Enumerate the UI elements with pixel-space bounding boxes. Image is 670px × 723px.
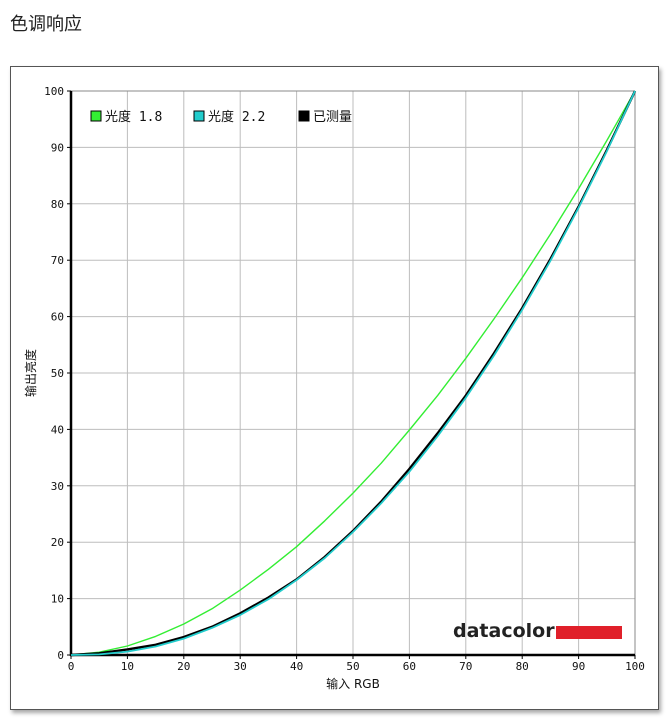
y-tick-label: 40 <box>51 423 64 436</box>
legend-swatch <box>193 110 205 122</box>
x-tick-label: 40 <box>290 660 303 673</box>
x-axis-label: 输入 RGB <box>326 676 380 691</box>
y-tick-label: 10 <box>51 593 64 606</box>
y-tick-label: 0 <box>57 649 64 662</box>
y-axis-label: 输出亮度 <box>23 349 38 397</box>
y-tick-label: 80 <box>51 198 64 211</box>
legend-label: 已测量 <box>313 110 352 125</box>
x-tick-label: 30 <box>234 660 247 673</box>
x-tick-label: 10 <box>121 660 134 673</box>
tick-labels: 0 10 20 30 40 50 60 70 80 90 100 0 10 20 30 40 50 60 70 80 9… <box>44 85 645 673</box>
y-tick-label: 60 <box>51 311 64 324</box>
series-line-2 <box>70 90 636 656</box>
legend-label: 光度 1.8 <box>105 109 162 125</box>
y-tick-label: 90 <box>51 141 64 154</box>
legend-label: 光度 2.2 <box>208 109 265 125</box>
series-line-1 <box>70 90 636 656</box>
datacolor-logo: datacolor <box>453 620 622 642</box>
page-title: 色调响应 <box>10 14 82 35</box>
series-curves <box>70 90 637 657</box>
x-tick-label: 20 <box>177 660 190 673</box>
x-tick-label: 100 <box>625 660 645 673</box>
x-tick-label: 70 <box>459 660 472 673</box>
x-tick-label: 90 <box>572 660 585 673</box>
y-tick-label: 70 <box>51 254 64 267</box>
chart-panel: 0 10 20 30 40 50 60 70 80 90 100 0 10 20 30 40 50 60 70 80 9… <box>10 66 659 710</box>
y-tick-label: 20 <box>51 536 64 549</box>
x-tick-label: 0 <box>68 660 75 673</box>
x-tick-label: 60 <box>403 660 416 673</box>
datacolor-logo-text: datacolor <box>453 620 555 642</box>
x-tick-label: 50 <box>346 660 359 673</box>
grid-lines <box>71 91 635 655</box>
legend-swatch <box>298 110 310 122</box>
tone-response-chart: 0 10 20 30 40 50 60 70 80 90 100 0 10 20 30 40 50 60 70 80 9… <box>23 85 645 691</box>
legend-swatch <box>90 110 102 122</box>
y-tick-label: 100 <box>44 85 64 98</box>
y-tick-label: 50 <box>51 367 64 380</box>
y-tick-label: 30 <box>51 480 64 493</box>
datacolor-logo-bar <box>556 626 622 639</box>
legend: 光度 1.8 光度 2.2 已测量 <box>90 109 352 125</box>
x-tick-label: 80 <box>516 660 529 673</box>
